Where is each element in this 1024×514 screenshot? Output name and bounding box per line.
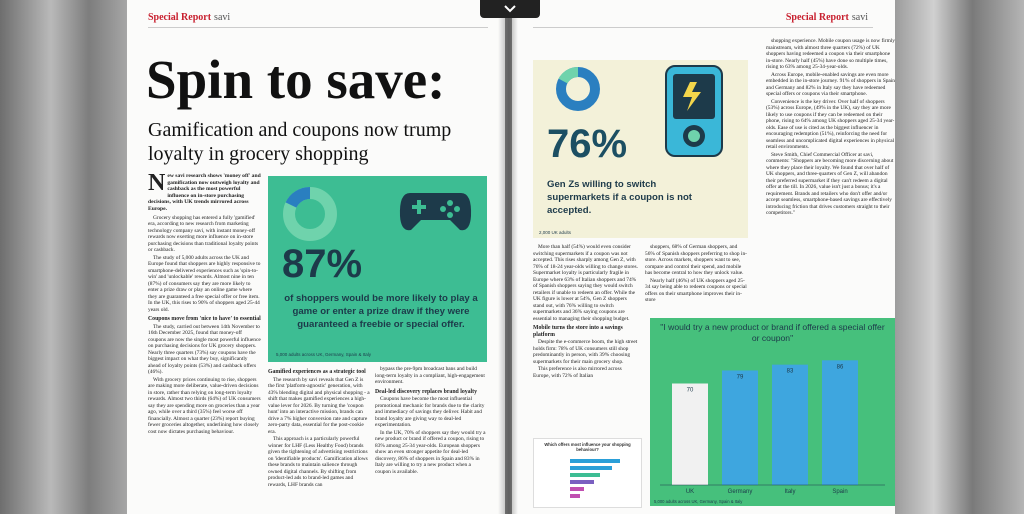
- gutter: [498, 0, 518, 514]
- category-label: Italy: [784, 489, 795, 495]
- bar: [672, 383, 708, 485]
- category-label: UK: [686, 489, 694, 495]
- bar: [772, 364, 808, 485]
- paragraph: The study, carried out between 14th Nove…: [148, 323, 261, 376]
- source: 5,000 adults across UK, Germany, Spain &…: [276, 352, 371, 357]
- subheading: Deal-led discovery replaces brand loyalt…: [375, 388, 477, 395]
- column: shopping experience. Mobile coupon usage…: [766, 38, 895, 312]
- category-label: Germany: [728, 489, 753, 495]
- column: bypass the pre-9pm broadcast bans and bu…: [375, 366, 487, 506]
- mini-chart-bars: [570, 459, 620, 498]
- value-label: 79: [737, 374, 744, 380]
- paragraph: This approach is a particularly powerful…: [268, 436, 368, 488]
- source: 2,000 UK adults: [539, 230, 572, 235]
- caption: of shoppers would be more likely to play…: [284, 293, 478, 330]
- value-label: 70: [687, 388, 694, 394]
- column: Gamified experiences as a strategic tool…: [268, 366, 370, 506]
- section: Special Report: [785, 12, 849, 23]
- source: 5,000 adults across UK, Germany, Spain &…: [654, 499, 743, 504]
- value-label: 86: [837, 364, 844, 370]
- plot: 70 UK 79 Germany 83 Italy 86 Spain: [660, 360, 885, 495]
- paragraph: In the UK, 70% of shoppers say they woul…: [375, 429, 486, 475]
- subheading: Mobile turns the store into a savings pl…: [533, 325, 623, 338]
- subheading: Coupons move from 'nice to have' to esse…: [148, 316, 261, 323]
- chevron: [504, 5, 516, 13]
- paragraph: The research by savi reveals that Gen Z …: [268, 376, 370, 435]
- paragraph: bypass the pre-9pm broadcast bans and bu…: [375, 366, 485, 385]
- paragraph: Convenience is the key driver. Over half…: [766, 98, 895, 151]
- infographic: 76% Gen Zs willing to switch supermarket…: [533, 60, 748, 238]
- column: shoppers, 68% of German shoppers, and 56…: [645, 244, 748, 316]
- paragraph: Nearly half (46%) of UK shoppers aged 25…: [645, 277, 747, 304]
- paragraph: The study of 5,000 adults across the UK …: [148, 254, 261, 313]
- bar: [722, 370, 758, 485]
- value-label: 83: [787, 369, 794, 375]
- column: New savi research shows 'money off' and …: [148, 173, 261, 506]
- background-photo: [895, 0, 1024, 514]
- paragraph: More than half (54%) would even consider…: [533, 244, 638, 322]
- paragraph: This preference is also mirrored across …: [533, 366, 622, 379]
- column: More than half (54%) would even consider…: [533, 244, 638, 434]
- brand: savi: [214, 12, 231, 23]
- paragraph: Grocery shopping has entered a fully 'ga…: [148, 214, 259, 254]
- caption: Gen Zs willing to switch supermarkets if…: [547, 179, 693, 216]
- section: Special Report: [148, 12, 212, 23]
- chart-title: "I would try a new product or brand if o…: [660, 322, 885, 343]
- stat: 87%: [282, 242, 363, 286]
- infographic: 87% of shoppers would be more likely to …: [268, 176, 487, 362]
- controller-icon: [399, 193, 472, 231]
- paragraph: Despite the e-commerce boom, the high st…: [533, 339, 638, 365]
- bar: [822, 360, 858, 485]
- paragraph: Coupons have become the most influential…: [375, 396, 485, 429]
- subtitle: Gamification and coupons now trump loyal…: [148, 119, 452, 165]
- paragraph: Across Europe, mobile-enabled savings ar…: [766, 71, 895, 98]
- brand: savi: [851, 12, 868, 23]
- phone-icon: [665, 65, 723, 157]
- rule: [533, 27, 873, 28]
- mini-chart-title: Which offers most influence your shoppin…: [544, 442, 631, 452]
- category-label: Spain: [832, 489, 847, 495]
- paragraph: shopping experience. Mobile coupon usage…: [766, 38, 895, 70]
- donut-icon: [283, 186, 337, 241]
- title: Spin to save:: [146, 49, 446, 110]
- bar-chart: "I would try a new product or brand if o…: [650, 318, 895, 506]
- paragraph: With grocery prices continuing to rise, …: [148, 376, 261, 435]
- paragraph: Steve Smith, Chief Commercial Officer at…: [766, 151, 894, 217]
- background-photo: [0, 0, 127, 514]
- header: Special Report savi: [148, 12, 230, 23]
- expand-tab[interactable]: [480, 0, 540, 18]
- header: Special Report savi: [786, 12, 868, 23]
- paragraph: shoppers, 68% of German shoppers, and 56…: [645, 244, 747, 276]
- donut-icon: [556, 67, 600, 111]
- lede: New savi research shows 'money off' and …: [148, 173, 261, 212]
- mini-chart: Which offers most influence your shoppin…: [533, 438, 642, 508]
- rule: [148, 27, 488, 28]
- subheading: Gamified experiences as a strategic tool: [268, 369, 366, 375]
- stat: 76%: [547, 122, 628, 166]
